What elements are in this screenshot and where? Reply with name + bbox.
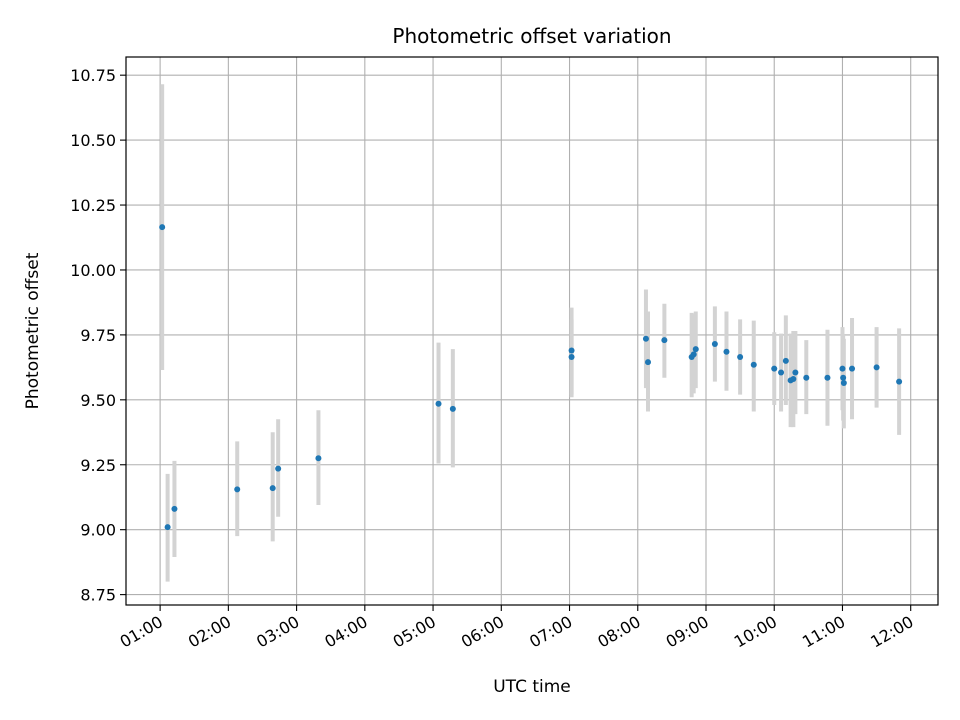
data-point xyxy=(645,359,651,366)
data-point xyxy=(840,379,847,386)
data-point xyxy=(792,369,799,376)
y-axis-ticks: 8.75 9.00 9.25 9.50 9.75 10.00 10.25 10.50 10.75 xyxy=(70,66,126,605)
data-point xyxy=(642,335,649,342)
data-point xyxy=(750,361,757,368)
y-tick-label: 10.75 xyxy=(70,66,116,85)
data-point xyxy=(568,353,575,360)
data-point xyxy=(711,340,718,347)
y-tick-label: 9.25 xyxy=(80,456,116,475)
data-point xyxy=(690,351,697,358)
data-point xyxy=(778,369,785,376)
y-tick-label: 9.75 xyxy=(80,326,116,345)
y-tick-label: 10.00 xyxy=(70,261,116,280)
y-tick-label: 9.50 xyxy=(80,391,116,410)
data-point xyxy=(275,465,282,472)
data-point xyxy=(171,505,178,512)
y-tick-label: 8.75 xyxy=(80,586,116,605)
y-tick-label: 10.50 xyxy=(70,131,116,150)
data-point xyxy=(269,485,276,492)
data-point xyxy=(896,378,903,385)
data-point xyxy=(692,346,699,353)
y-tick-label: 9.00 xyxy=(80,521,116,540)
y-axis-label: Photometric offset xyxy=(23,252,43,409)
chart-title: Photometric offset variation xyxy=(392,24,671,48)
data-point xyxy=(568,347,575,354)
plot-area-frame xyxy=(125,56,939,606)
data-point xyxy=(449,405,456,412)
data-point xyxy=(873,364,880,371)
data-point xyxy=(839,365,846,372)
grid-lines xyxy=(126,57,938,605)
data-point xyxy=(790,376,797,383)
data-point xyxy=(661,337,668,344)
data-point xyxy=(234,486,241,493)
y-tick-label: 10.25 xyxy=(70,196,116,215)
data-points xyxy=(159,224,903,531)
data-point xyxy=(164,524,171,531)
data-point xyxy=(782,357,789,364)
data-point xyxy=(824,374,831,381)
data-point xyxy=(315,455,322,462)
data-point xyxy=(771,365,778,372)
data-point xyxy=(723,348,730,355)
data-point xyxy=(159,224,166,231)
data-point xyxy=(737,353,744,360)
data-point xyxy=(840,374,847,381)
data-point xyxy=(803,374,810,381)
data-point xyxy=(849,365,856,372)
data-point xyxy=(435,400,442,407)
x-axis-label: UTC time xyxy=(493,677,571,697)
